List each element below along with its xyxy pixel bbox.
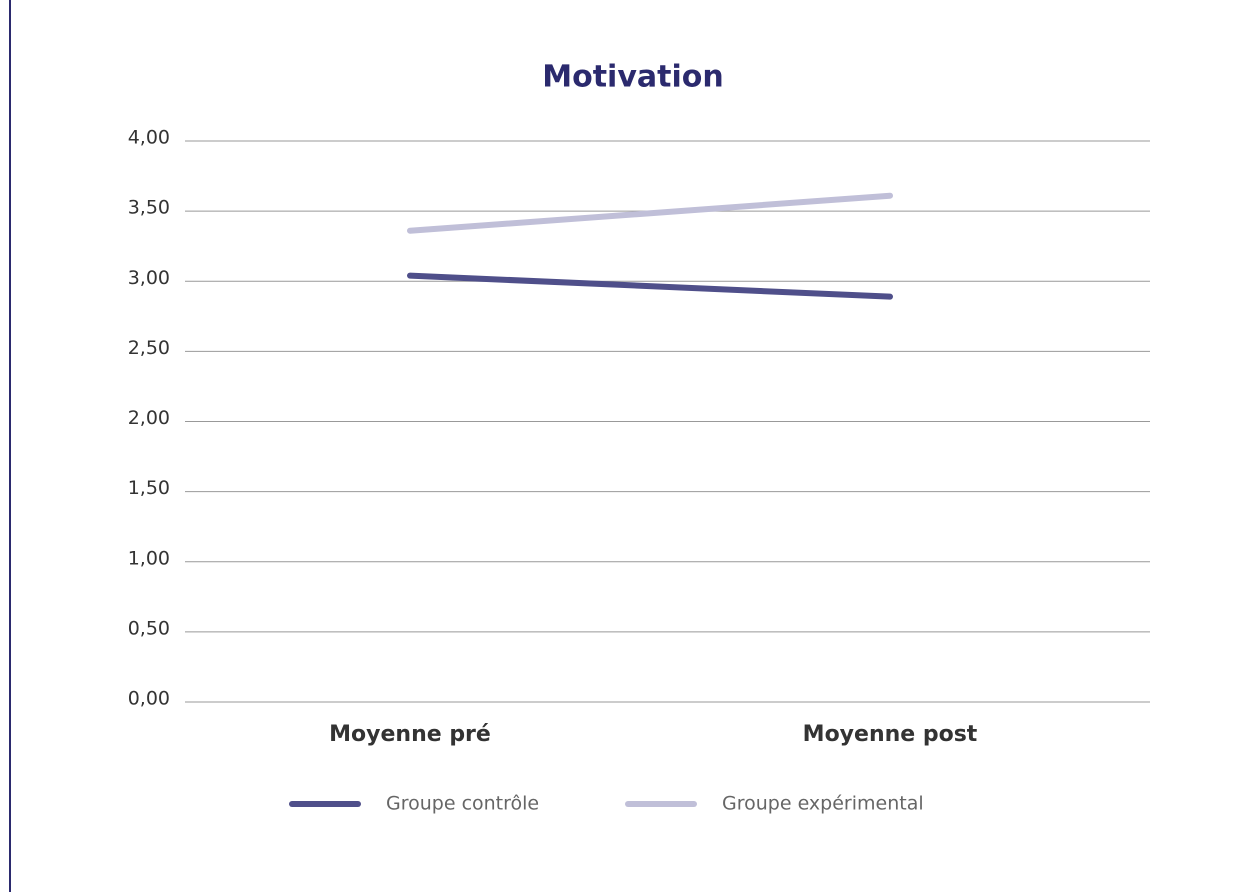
y-tick-label: 2,50: [128, 337, 170, 359]
legend-label: Groupe expérimental: [722, 793, 924, 815]
y-tick-label: 2,00: [128, 407, 170, 429]
legend-label: Groupe contrôle: [386, 793, 539, 815]
y-tick-label: 0,50: [128, 617, 170, 639]
y-tick-label: 4,00: [128, 127, 170, 149]
chart-title: Motivation: [542, 60, 723, 95]
y-tick-label: 3,00: [128, 267, 170, 289]
y-tick-label: 0,00: [128, 688, 170, 710]
series-line: [407, 272, 893, 300]
x-tick-label: Moyenne pré: [329, 722, 491, 747]
y-tick-label: 1,50: [128, 477, 170, 499]
y-tick-label: 3,50: [128, 197, 170, 219]
series-line: [407, 192, 893, 234]
y-tick-label: 1,00: [128, 547, 170, 569]
x-tick-label: Moyenne post: [803, 722, 978, 747]
